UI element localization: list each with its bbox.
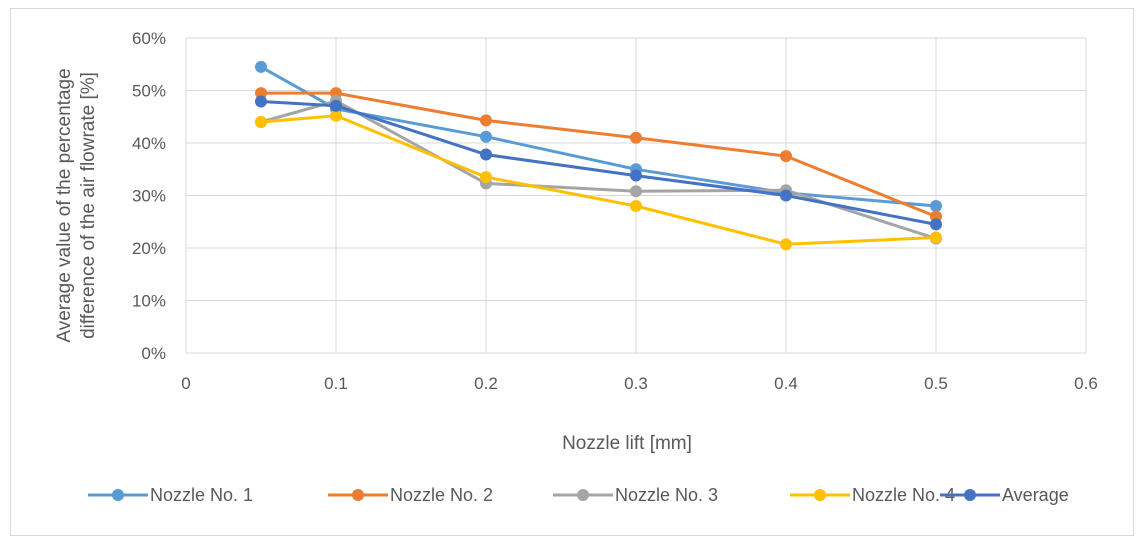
series-average	[255, 95, 942, 231]
series-line	[260, 100, 937, 226]
data-point	[780, 189, 792, 202]
data-point	[480, 114, 492, 127]
legend-item: Average	[940, 485, 1069, 505]
data-point	[480, 171, 492, 184]
legend-marker	[352, 489, 364, 501]
y-tick-label: 60%	[132, 29, 166, 48]
y-tick-label: 10%	[132, 292, 166, 311]
y-axis-title-line: difference of the air flowrate [%]	[78, 72, 99, 339]
series-group	[255, 60, 942, 251]
data-point	[480, 148, 492, 161]
y-tick-label: 50%	[132, 82, 166, 101]
legend-label: Nozzle No. 2	[390, 485, 493, 505]
series-line	[261, 91, 937, 218]
data-point	[930, 218, 942, 231]
chart-frame	[10, 8, 1134, 536]
series-line	[260, 65, 937, 208]
x-axis-title: Nozzle lift [mm]	[562, 433, 692, 454]
data-point	[630, 131, 642, 144]
y-axis-title-line: Average value of the percentage	[54, 68, 75, 342]
data-point	[780, 150, 792, 163]
series-nozzle-no-4	[255, 109, 942, 251]
data-point	[330, 109, 342, 122]
y-axis-ticks: 0% 10% 20% 30% 40% 50% 60%	[132, 29, 166, 363]
data-point	[630, 185, 642, 198]
legend-label: Nozzle No. 1	[150, 485, 253, 505]
data-point	[780, 238, 792, 251]
legend-marker	[964, 489, 976, 501]
x-tick-label: 0.2	[474, 374, 498, 393]
legend-marker	[814, 489, 826, 501]
data-point	[930, 231, 942, 244]
y-axis-title: Average value of the percentage differenc…	[54, 68, 99, 342]
legend-label: Nozzle No. 4	[852, 485, 955, 505]
data-point	[255, 60, 267, 73]
data-point	[255, 95, 267, 108]
data-point	[630, 169, 642, 182]
legend-item: Nozzle No. 4	[790, 485, 955, 505]
x-tick-label: 0.1	[324, 374, 348, 393]
x-tick-label: 0.6	[1074, 374, 1098, 393]
data-point	[630, 200, 642, 212]
legend-marker	[112, 489, 124, 501]
legend-marker	[577, 489, 589, 501]
y-tick-label: 20%	[132, 239, 166, 258]
legend-item: Nozzle No. 1	[88, 485, 253, 505]
x-tick-label: 0.3	[624, 374, 648, 393]
data-point	[330, 99, 342, 112]
legend-item: Nozzle No. 3	[553, 485, 718, 505]
x-tick-label: 0.5	[924, 374, 948, 393]
legend: Nozzle No. 1 Nozzle No. 2 Nozzle No. 3 Nozz…	[88, 485, 1069, 505]
data-point	[480, 130, 492, 143]
y-tick-label: 0%	[141, 344, 166, 363]
legend-label: Average	[1002, 485, 1069, 505]
series-nozzle-no-2	[255, 87, 942, 223]
series-line	[260, 114, 937, 246]
data-point	[930, 200, 942, 212]
y-tick-label: 30%	[132, 187, 166, 206]
x-axis-ticks: 0 0.1 0.2 0.3 0.4 0.5 0.6	[181, 374, 1098, 393]
legend-item: Nozzle No. 2	[328, 485, 493, 505]
data-point	[255, 87, 267, 100]
legend-label: Nozzle No. 3	[615, 485, 718, 505]
data-point	[255, 116, 267, 128]
x-tick-label: 0.4	[774, 374, 798, 393]
x-tick-label: 0	[181, 374, 190, 393]
y-tick-label: 40%	[132, 134, 166, 153]
